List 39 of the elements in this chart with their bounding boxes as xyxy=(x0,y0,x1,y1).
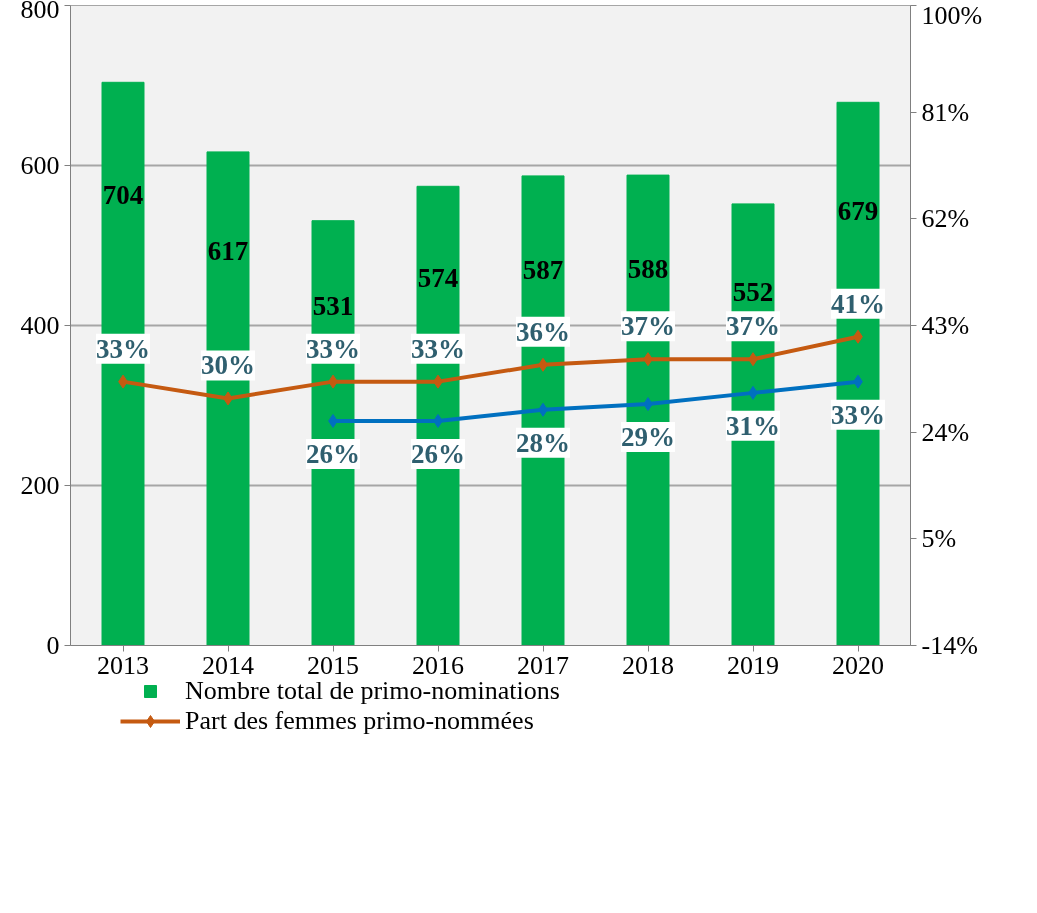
x-tick-label: 2013 xyxy=(97,650,149,680)
y2-tick-label: 81% xyxy=(921,97,970,127)
y-tick-label: 600 xyxy=(20,151,60,180)
data-label: 33% xyxy=(411,333,465,364)
x-tick-label: 2018 xyxy=(622,650,674,680)
data-label: 30% xyxy=(201,350,255,381)
y2-tick-label: 24% xyxy=(921,417,970,447)
data-label: 531 xyxy=(312,290,354,321)
data-label: 29% xyxy=(621,422,675,453)
data-label: 588 xyxy=(627,254,669,285)
y2-tick-label: 62% xyxy=(921,204,970,234)
data-label: 31% xyxy=(726,410,780,441)
data-label: 26% xyxy=(411,438,465,469)
data-label: 28% xyxy=(516,427,570,458)
y-tick-label: 200 xyxy=(20,471,60,500)
data-label: 679 xyxy=(837,195,879,226)
data-label: 26% xyxy=(306,438,360,469)
y-tick-label: 0 xyxy=(46,631,60,660)
data-label: 33% xyxy=(96,333,150,364)
y2-tick-label: 43% xyxy=(921,311,970,340)
data-label: 33% xyxy=(306,333,360,364)
data-label: 552 xyxy=(732,277,774,308)
data-label: 37% xyxy=(621,311,675,342)
data-label: 41% xyxy=(831,288,885,319)
data-label: 587 xyxy=(522,254,564,285)
data-label: 704 xyxy=(102,179,144,210)
data-label: 33% xyxy=(831,399,885,430)
y2-tick-label: 100% xyxy=(921,0,983,30)
x-tick-label: 2019 xyxy=(727,650,779,680)
y-tick-label: 400 xyxy=(20,311,60,340)
data-label: 36% xyxy=(516,316,570,347)
legend-label: Part des femmes primo-nommées xyxy=(185,706,534,736)
y2-tick-label: 5% xyxy=(921,524,957,554)
y2-tick-label: -14% xyxy=(921,631,978,660)
y-tick-label: 800 xyxy=(20,0,60,24)
data-label: 574 xyxy=(417,263,459,294)
x-tick-label: 2020 xyxy=(832,650,884,680)
data-label: 37% xyxy=(726,311,780,342)
data-label: 617 xyxy=(207,235,249,266)
